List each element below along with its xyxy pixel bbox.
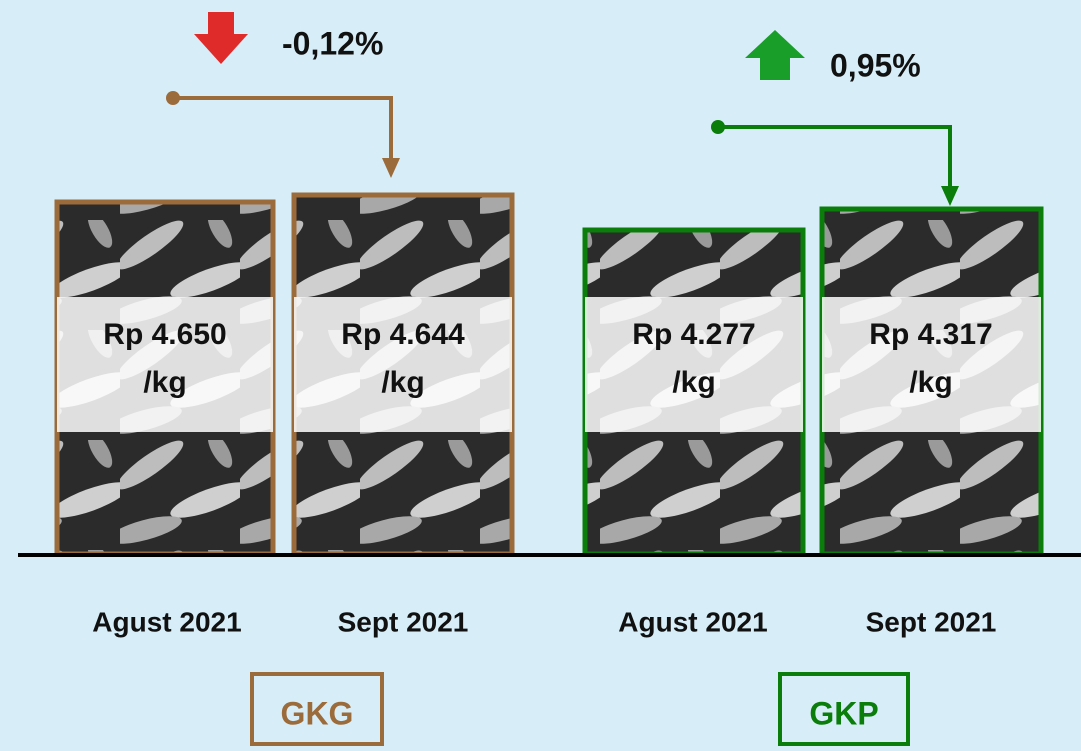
change: -0,12% bbox=[282, 25, 383, 61]
price: Rp 4.277 bbox=[632, 318, 755, 351]
price-band bbox=[585, 297, 803, 432]
group-label-box bbox=[250, 672, 384, 746]
group-label: GKG bbox=[281, 695, 354, 731]
price-band bbox=[294, 297, 512, 432]
price-band bbox=[822, 297, 1041, 432]
group-label-box bbox=[778, 672, 910, 746]
price: Rp 4.317 bbox=[869, 318, 992, 351]
down-arrow-icon bbox=[194, 12, 248, 64]
change: 0,95% bbox=[830, 47, 921, 83]
unit: /kg bbox=[672, 366, 715, 399]
period: Sept 2021 bbox=[338, 606, 469, 637]
period: Sept 2021 bbox=[866, 606, 997, 637]
price-band bbox=[57, 297, 273, 432]
period: Agust 2021 bbox=[92, 606, 241, 637]
unit: /kg bbox=[381, 366, 424, 399]
price: Rp 4.650 bbox=[103, 318, 226, 351]
unit: /kg bbox=[143, 366, 186, 399]
connector-arrowhead bbox=[382, 158, 400, 178]
connector-arrowhead bbox=[941, 186, 959, 206]
up-arrow-icon bbox=[745, 30, 805, 80]
unit: /kg bbox=[909, 366, 952, 399]
group-label: GKP bbox=[809, 695, 878, 731]
connector bbox=[173, 96, 393, 162]
period: Agust 2021 bbox=[618, 606, 767, 637]
connector bbox=[718, 125, 952, 190]
price: Rp 4.644 bbox=[341, 318, 465, 351]
